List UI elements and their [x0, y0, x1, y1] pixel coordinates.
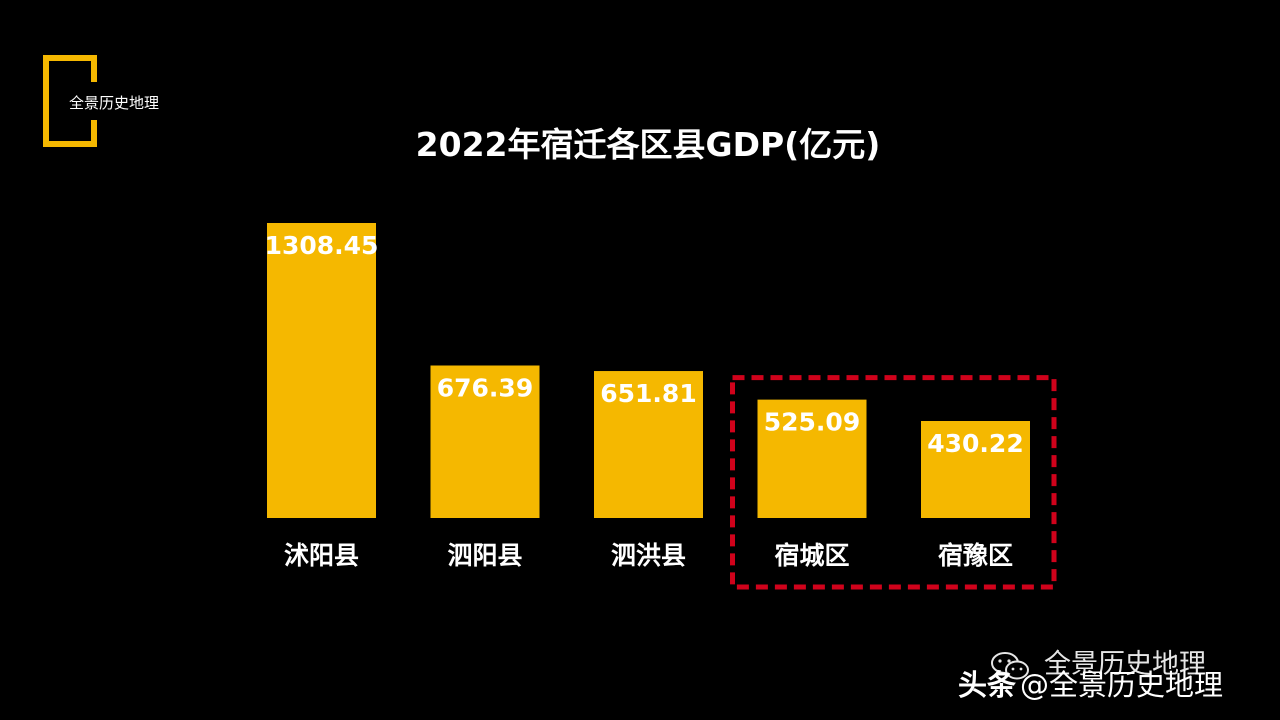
bar-2: [430, 365, 540, 518]
data-label-5: 430.22: [927, 429, 1023, 458]
logo-text: 全景历史地理: [69, 94, 160, 112]
category-label-2: 泗阳县: [447, 541, 522, 570]
logo-frame: [43, 55, 97, 147]
data-label-2: 676.39: [437, 374, 533, 403]
toutiao-handle: @全景历史地理: [1020, 668, 1224, 702]
highlight-box: [730, 375, 1057, 590]
data-label-3: 651.81: [600, 379, 696, 408]
bar-1: [267, 223, 376, 518]
bar-5: [921, 421, 1030, 518]
data-label-4: 525.09: [764, 408, 860, 437]
wechat-icon: [990, 651, 1030, 681]
data-label-1: 1308.45: [265, 231, 379, 260]
category-label-4: 宿城区: [774, 541, 849, 570]
toutiao-brand: 头条: [958, 668, 1017, 702]
toutiao-watermark: 头条 @全景历史地理: [958, 662, 1223, 704]
wechat-watermark: 全景历史地理: [990, 642, 1206, 681]
chart-title: 2022年宿迁各区县GDP(亿元): [415, 125, 881, 164]
category-label-1: 沭阳县: [284, 541, 359, 570]
wechat-name: 全景历史地理: [1044, 649, 1206, 680]
category-label-3: 泗洪县: [611, 541, 686, 570]
bar-3: [594, 371, 703, 518]
category-label-5: 宿豫区: [938, 541, 1013, 570]
bar-4: [757, 399, 867, 518]
